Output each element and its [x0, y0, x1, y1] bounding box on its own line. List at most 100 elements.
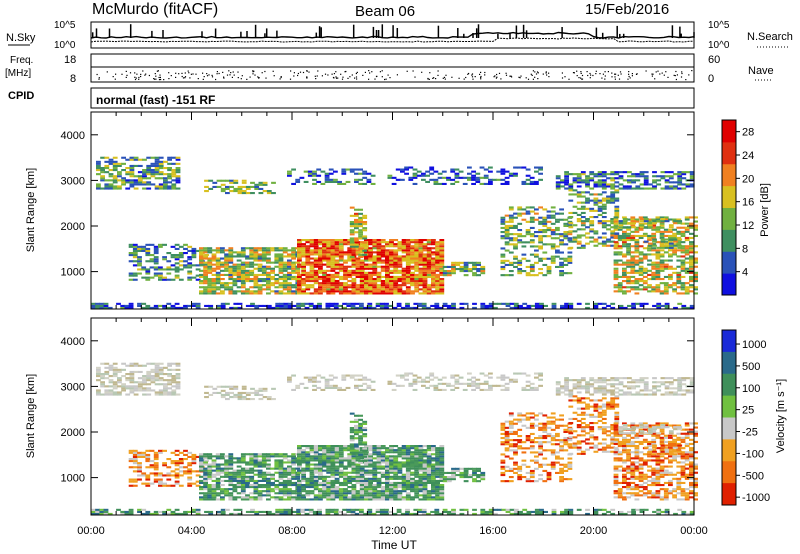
data-cell [162, 278, 167, 281]
data-cell [355, 253, 361, 256]
nave-dot [184, 76, 187, 78]
data-cell [154, 185, 160, 188]
data-cell [663, 263, 669, 266]
data-cell [224, 494, 229, 497]
data-cell [410, 239, 415, 242]
data-cell [613, 224, 619, 227]
data-cell [385, 278, 390, 281]
nave-dot [572, 72, 575, 74]
data-cell [534, 306, 540, 309]
data-cell [158, 383, 164, 386]
data-cell [207, 267, 213, 270]
nave-dot [362, 74, 364, 76]
data-cell [568, 226, 574, 229]
data-cell [684, 261, 690, 264]
data-cell [652, 377, 657, 380]
data-cell [676, 271, 682, 274]
data-cell [282, 453, 288, 456]
data-cell [278, 492, 284, 495]
data-cell [550, 261, 556, 264]
data-cell [504, 386, 510, 389]
data-cell [660, 244, 666, 247]
data-cell [358, 253, 363, 256]
data-cell [297, 449, 302, 452]
data-cell [318, 267, 323, 270]
data-cell [301, 290, 306, 293]
data-cell [199, 249, 204, 252]
data-cell [689, 236, 694, 239]
data-cell [347, 257, 353, 260]
data-cell [404, 378, 409, 381]
nave-dot [356, 78, 358, 80]
data-cell [313, 273, 319, 276]
data-cell [414, 284, 420, 287]
data-cell [418, 269, 424, 272]
data-cell [245, 467, 250, 470]
data-cell [416, 380, 422, 383]
data-cell [451, 306, 456, 309]
data-cell [418, 273, 424, 276]
data-cell [175, 169, 181, 172]
data-cell [656, 220, 662, 223]
data-cell [297, 284, 302, 287]
data-cell [380, 290, 386, 293]
data-cell [253, 455, 259, 458]
data-cell [668, 177, 674, 180]
data-cell [362, 176, 368, 179]
noise-right-label: N.Search [747, 31, 793, 43]
data-cell [429, 178, 435, 181]
data-cell [232, 469, 238, 472]
data-cell [358, 378, 363, 381]
data-cell [215, 259, 221, 262]
data-cell [680, 275, 686, 278]
data-cell [282, 473, 288, 476]
data-cell [129, 385, 135, 388]
data-cell [183, 470, 188, 473]
data-cell [220, 471, 225, 474]
data-cell [178, 462, 184, 465]
data-cell [166, 484, 172, 487]
data-cell [393, 239, 399, 242]
data-cell [305, 257, 311, 260]
data-cell [318, 275, 323, 278]
data-cell [153, 468, 159, 471]
data-cell [652, 179, 657, 182]
data-cell [153, 245, 159, 248]
nave-dot [135, 77, 137, 79]
data-cell [261, 484, 267, 487]
data-cell [203, 257, 208, 260]
nave-dot [614, 76, 616, 78]
data-cell [405, 259, 411, 262]
data-cell [689, 257, 694, 260]
data-cell [253, 263, 259, 266]
data-cell [364, 257, 369, 260]
data-cell [659, 265, 665, 268]
nave-dot [435, 78, 437, 80]
data-cell [158, 362, 164, 365]
data-cell [274, 498, 280, 501]
data-cell [297, 461, 302, 464]
data-cell [253, 488, 259, 491]
data-cell [500, 170, 506, 173]
data-cell [517, 270, 523, 273]
data-cell [313, 455, 319, 458]
data-cell [652, 381, 657, 384]
nave-dot [595, 70, 597, 72]
data-cell [203, 267, 208, 270]
data-cell [108, 183, 114, 186]
data-cell [215, 275, 221, 278]
data-cell [318, 259, 323, 262]
data-cell [258, 187, 264, 190]
data-cell [580, 222, 586, 225]
data-cell [414, 249, 420, 252]
data-cell [410, 278, 415, 281]
data-cell [266, 471, 271, 474]
data-cell [232, 457, 238, 460]
data-cell [572, 177, 578, 180]
data-cell [538, 216, 543, 219]
data-cell [287, 286, 292, 289]
data-cell [358, 229, 363, 232]
data-cell [504, 224, 510, 227]
data-cell [660, 377, 666, 380]
data-cell [163, 179, 168, 182]
